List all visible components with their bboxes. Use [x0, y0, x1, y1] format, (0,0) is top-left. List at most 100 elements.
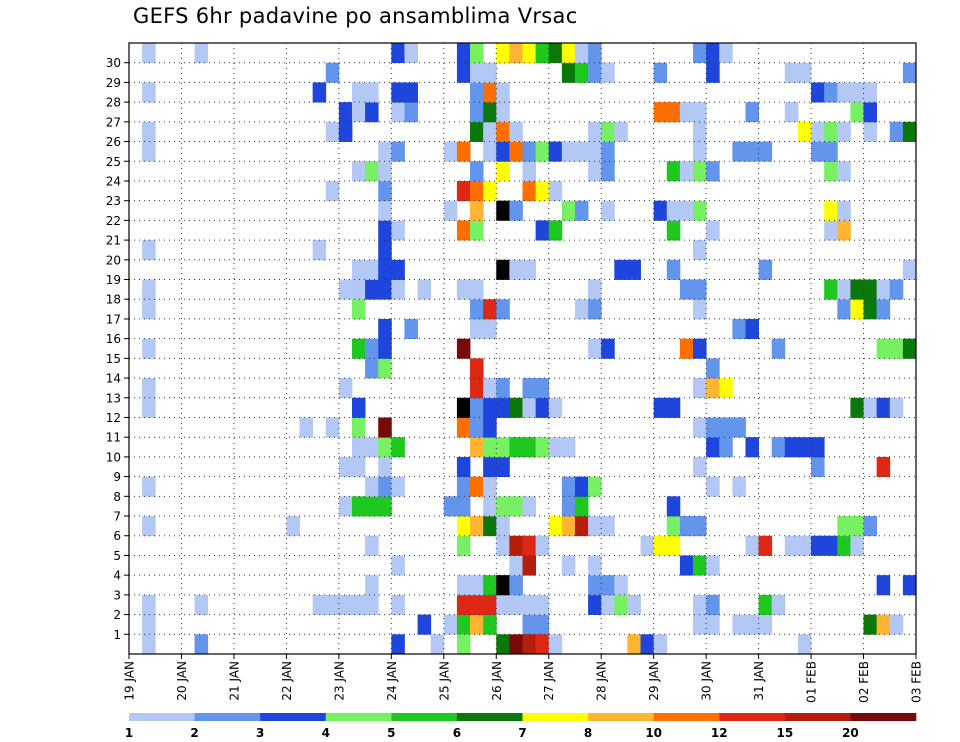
heatmap-cell — [535, 437, 550, 458]
colorbar-segment — [391, 713, 458, 721]
heatmap-cell — [142, 82, 156, 103]
y-tick-label: 30 — [106, 56, 121, 70]
heatmap-cell — [837, 299, 851, 320]
y-tick-label: 18 — [106, 293, 121, 307]
heatmap-cell — [548, 516, 563, 537]
heatmap-cell — [640, 535, 655, 556]
heatmap-cell — [837, 161, 851, 182]
heatmap-cell — [706, 417, 720, 438]
heatmap-cell — [378, 338, 392, 359]
heatmap-cell — [574, 62, 589, 83]
heatmap-cell — [351, 259, 366, 280]
y-tick-label: 3 — [113, 588, 121, 602]
heatmap-cell — [745, 318, 759, 340]
heatmap-cell — [456, 62, 471, 83]
heatmap-cell — [483, 397, 497, 418]
heatmap-cell — [706, 62, 720, 83]
heatmap-cell — [561, 476, 576, 497]
heatmap-cell — [142, 614, 156, 635]
heatmap-cell — [378, 456, 392, 478]
heatmap-cell — [535, 535, 550, 556]
heatmap-cell — [404, 43, 418, 64]
heatmap-cell — [286, 516, 300, 537]
heatmap-cell — [509, 575, 523, 596]
x-tick-label: 22 JAN — [280, 661, 294, 701]
y-tick-label: 27 — [106, 115, 121, 129]
heatmap-cell — [601, 575, 615, 596]
heatmap-cell — [706, 614, 720, 635]
x-tick-label: 29 JAN — [647, 661, 661, 701]
heatmap-cell — [902, 575, 917, 596]
heatmap-cell — [142, 594, 156, 615]
heatmap-cell — [863, 299, 878, 320]
heatmap-cell — [850, 397, 864, 418]
heatmap-cell — [365, 161, 379, 182]
heatmap-cell — [771, 437, 786, 458]
heatmap-cell — [509, 634, 523, 655]
heatmap-cell — [574, 516, 589, 537]
heatmap-cell — [496, 141, 510, 162]
colorbar-label: 12 — [711, 726, 728, 740]
heatmap-cell — [574, 43, 589, 64]
heatmap-cell — [470, 417, 484, 438]
heatmap-cell — [811, 141, 825, 162]
heatmap-cell — [811, 535, 825, 556]
heatmap-cell — [509, 397, 523, 418]
heatmap-cell — [325, 594, 340, 615]
y-tick-label: 24 — [106, 174, 121, 188]
colorbar-segment — [522, 713, 589, 721]
heatmap-cell — [312, 82, 327, 103]
colorbar-segment — [325, 713, 392, 721]
heatmap-cell — [548, 43, 563, 64]
heatmap-cell — [483, 82, 497, 103]
heatmap-cell — [325, 62, 340, 83]
heatmap-cell — [470, 299, 484, 320]
heatmap-cell — [535, 594, 550, 615]
heatmap-cell — [378, 220, 392, 241]
heatmap-cell — [365, 476, 379, 497]
heatmap-cell — [824, 141, 838, 162]
heatmap-cell — [588, 516, 602, 537]
y-tick-label: 22 — [106, 214, 121, 228]
heatmap-cell — [378, 200, 392, 221]
y-tick-label: 9 — [113, 470, 121, 484]
heatmap-cell — [797, 634, 812, 655]
heatmap-cell — [404, 102, 418, 123]
y-tick-label: 2 — [113, 608, 121, 622]
x-tick-label: 30 JAN — [700, 661, 714, 701]
heatmap-cell — [666, 397, 681, 418]
heatmap-cell — [601, 516, 615, 537]
heatmap-cell — [614, 594, 628, 615]
y-tick-label: 4 — [113, 569, 121, 583]
x-tick-label: 03 FEB — [910, 661, 924, 703]
heatmap-cell — [378, 358, 392, 379]
heatmap-cell — [522, 614, 537, 635]
heatmap-cell — [522, 535, 537, 556]
heatmap-cell — [876, 279, 891, 300]
heatmap-cell — [837, 516, 851, 537]
heatmap-cell — [522, 437, 537, 458]
heatmap-cell — [719, 43, 733, 64]
heatmap-cell — [483, 62, 497, 83]
y-tick-label: 15 — [106, 352, 121, 366]
heatmap-cell — [693, 516, 707, 537]
heatmap-cell — [771, 338, 786, 359]
heatmap-cell — [693, 121, 707, 142]
heatmap-cell — [614, 259, 628, 280]
heatmap-cell — [745, 102, 759, 123]
heatmap-cell — [627, 594, 641, 615]
heatmap-cell — [666, 516, 681, 537]
heatmap-cell — [142, 397, 156, 418]
heatmap-cell — [837, 82, 851, 103]
heatmap-cell — [693, 102, 707, 123]
heatmap-cell — [470, 476, 484, 497]
heatmap-cell — [797, 535, 812, 556]
colorbar-label: 1 — [125, 726, 133, 740]
heatmap-cell — [850, 516, 864, 537]
heatmap-cell — [732, 417, 746, 438]
heatmap-cell — [496, 594, 510, 615]
heatmap-cell — [863, 82, 878, 103]
heatmap-cell — [456, 535, 471, 556]
heatmap-cell — [837, 279, 851, 300]
heatmap-cell — [325, 180, 340, 202]
